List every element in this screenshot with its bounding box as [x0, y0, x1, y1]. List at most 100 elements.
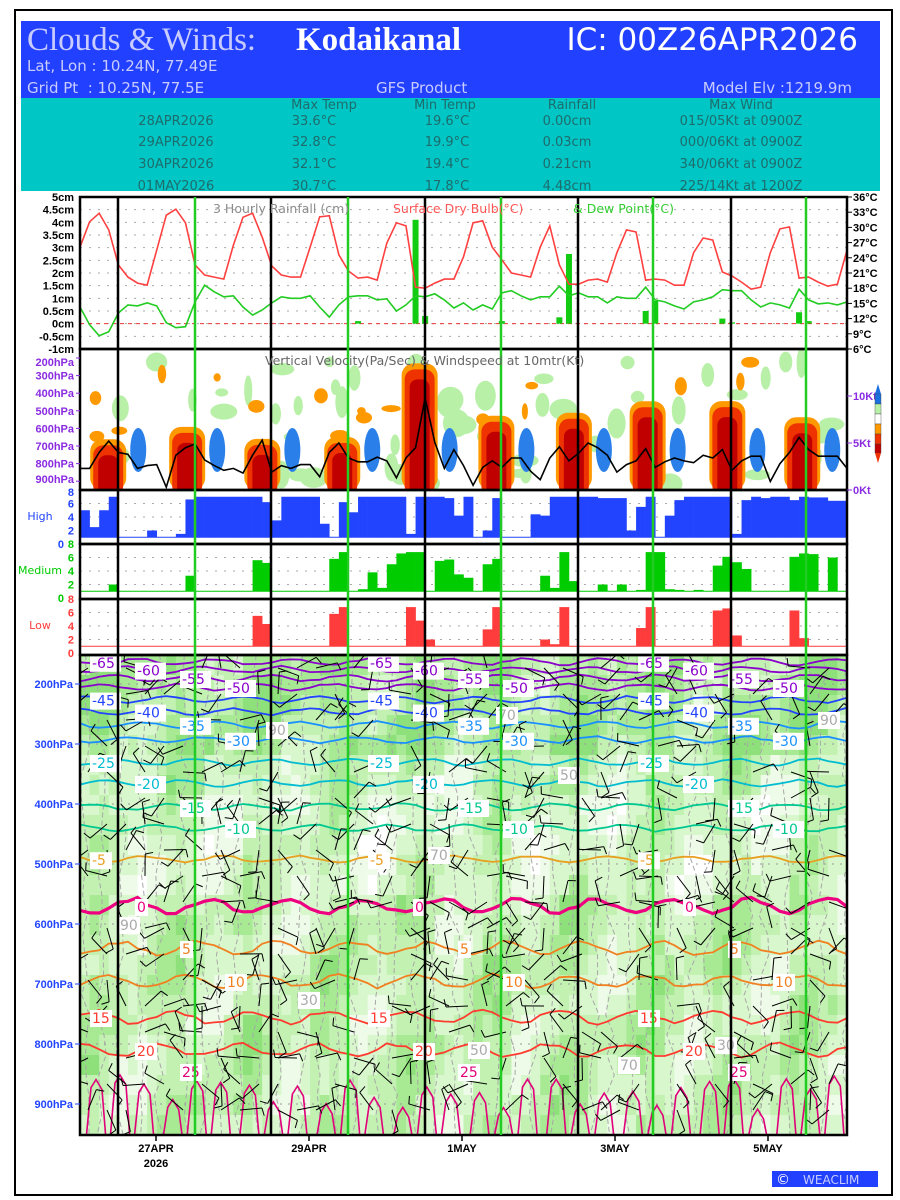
- rh-shading-cell: [99, 935, 110, 956]
- rh-shading-cell: [779, 695, 790, 716]
- rain-axis-label: 4.5cm: [43, 205, 74, 217]
- wind-barb: [427, 929, 436, 955]
- wind-barb: [676, 894, 703, 903]
- wind-barb: [733, 1054, 759, 1063]
- vv-updraft-blob: [381, 405, 401, 413]
- header-initial-condition: IC: 00Z26APR2026: [566, 22, 858, 58]
- rh-shading-cell: [655, 915, 666, 936]
- wind-barb-staff: [481, 984, 488, 1007]
- rh-shading-cell: [588, 835, 599, 856]
- rh-shading-cell: [568, 835, 580, 856]
- wind-barb-staff: [795, 858, 811, 877]
- wind-barb-feather: [275, 809, 283, 816]
- rh-shading-cell: [664, 835, 675, 856]
- wind-barb-feather: [671, 776, 678, 784]
- rh-shading-cell: [568, 875, 580, 896]
- rh-contour-line: [449, 655, 461, 1135]
- wind-barb-feather: [514, 933, 523, 936]
- cloud-bar-medium: [367, 572, 378, 592]
- wind-barb-feather: [521, 1094, 529, 1100]
- isotherm-label: -60: [685, 664, 708, 680]
- rh-contour-line: [136, 655, 148, 1135]
- rh-shading-cell: [329, 1055, 340, 1076]
- wind-barb-staff: [409, 1005, 431, 1016]
- wind-barb-staff: [142, 817, 165, 825]
- rh-shading-cell: [338, 1075, 349, 1096]
- wind-barb: [615, 823, 625, 850]
- wind-barb-feather: [330, 703, 338, 708]
- rh-shading-cell: [348, 815, 359, 836]
- rh-shading-cell: [760, 855, 771, 876]
- rh-shading-cell: [242, 975, 254, 996]
- cloud-bar-high: [607, 498, 618, 538]
- wind-barb-staff: [315, 1099, 336, 1111]
- rh-shading-cell: [684, 835, 695, 856]
- wind-barb-feather: [355, 803, 360, 811]
- wind-barb-feather: [636, 965, 639, 974]
- wind-barb: [296, 1105, 323, 1114]
- rh-shading-cell: [549, 935, 560, 956]
- rh-shading-cell: [760, 875, 771, 896]
- wind-barb: [540, 786, 564, 799]
- wind-barb-feather: [195, 1004, 201, 1013]
- rh-shading-cell: [156, 1115, 167, 1135]
- rh-shading-cell: [731, 1095, 743, 1116]
- rh-contour-line: [817, 655, 828, 1135]
- rh-shading-cell: [712, 995, 723, 1016]
- wind-barb: [120, 797, 146, 811]
- rh-shading-cell: [741, 855, 752, 876]
- rh-shading-cell: [185, 655, 196, 676]
- rh-shading-cell: [118, 1055, 129, 1076]
- rh-shading-cell: [530, 875, 541, 896]
- rh-shading-cell: [530, 1055, 541, 1076]
- rh-shading-cell: [741, 1075, 752, 1096]
- rh-shading-cell: [348, 915, 359, 936]
- rh-shading-cell: [578, 815, 589, 836]
- rh-shading-cell: [482, 895, 493, 916]
- wind-barb-feather: [504, 966, 511, 973]
- rh-shading-cell: [703, 835, 714, 856]
- wind-barb-staff: [384, 823, 393, 846]
- rh-shading-cell: [281, 895, 292, 916]
- cloud-ytick-label: 2: [68, 635, 74, 647]
- rh-shading-cell: [118, 1015, 129, 1036]
- isotherm-label: -55: [182, 672, 205, 688]
- wind-barb-staff: [123, 1083, 146, 1087]
- rh-shading-cell: [703, 715, 714, 736]
- wind-barb-staff: [266, 771, 279, 792]
- temp-axis-label: 18°C: [853, 283, 878, 295]
- wind-barb-feather: [231, 1027, 240, 1030]
- rh-shading-cell: [434, 955, 445, 976]
- cloud-bar-high: [530, 514, 541, 538]
- rh-shading-cell: [741, 1115, 752, 1135]
- rh-shading-cell: [751, 975, 762, 996]
- wind-barb-feather: [375, 893, 384, 897]
- wind-barb: [486, 753, 507, 773]
- rh-shading-cell: [338, 775, 349, 796]
- rh-shading-cell: [818, 1015, 829, 1036]
- rh-shading-cell: [147, 995, 158, 1016]
- rh-shading-cell: [166, 815, 177, 836]
- rh-shading-cell: [338, 975, 349, 996]
- wind-barb-feather: [667, 709, 674, 717]
- rh-shading-cell: [415, 1055, 426, 1076]
- rh-shading-cell: [693, 955, 704, 976]
- wind-barb-staff: [766, 906, 773, 929]
- wind-barb-feather: [596, 754, 604, 761]
- rh-shading-cell: [731, 775, 743, 796]
- wind-barb-feather: [695, 839, 704, 844]
- wind-barb-staff: [409, 927, 431, 937]
- wind-barb-feather: [185, 849, 189, 858]
- rh-shading-cell: [425, 1115, 436, 1135]
- rh-shading-cell: [722, 655, 733, 676]
- rh-shading-cell: [252, 975, 263, 996]
- wind-barb-staff: [657, 905, 660, 929]
- rh-shading-cell: [684, 955, 695, 976]
- wind-barb-feather: [584, 981, 587, 990]
- rh-shading-cell: [722, 1055, 733, 1076]
- rh-shading-cell: [751, 995, 762, 1016]
- wind-barb-feather: [714, 909, 719, 917]
- rh-shading-cell: [204, 875, 215, 896]
- wind-barb: [638, 875, 663, 885]
- wind-barb-staff: [382, 875, 393, 897]
